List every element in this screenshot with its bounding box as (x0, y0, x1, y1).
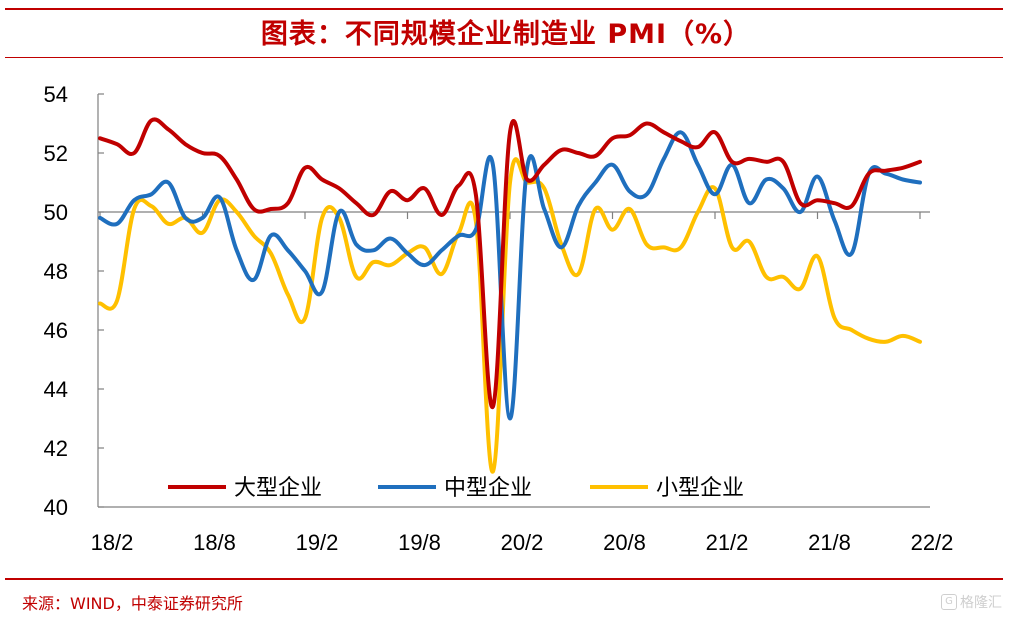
legend: 大型企业 中型企业 小型企业 (168, 476, 744, 501)
x-tick-label: 20/2 (501, 530, 544, 555)
pmi-line-chart: 40 42 44 46 48 50 52 54 18/2 18/8 19/2 19/8 20/2 20/… (44, 82, 954, 555)
series-line-large (98, 117, 922, 409)
watermark-text: 格隆汇 (960, 595, 1002, 611)
x-tick-label: 18/8 (193, 530, 236, 555)
y-tick-label: 40 (44, 495, 68, 520)
x-tick-label: 20/8 (603, 530, 646, 555)
y-tick-label: 50 (44, 200, 68, 225)
x-tick-label: 21/2 (706, 530, 749, 555)
watermark: G 格隆汇 (941, 592, 1002, 612)
chart-title: 图表：不同规模企业制造业 PMI（%） (260, 18, 752, 50)
source-note: 来源：WIND，中泰证券研究所 (22, 594, 243, 613)
title-bottom-rule (5, 57, 1003, 58)
x-tick-label: 22/2 (911, 530, 954, 555)
title-bar: 图表：不同规模企业制造业 PMI（%） (0, 6, 1012, 56)
x-tick-label: 19/2 (296, 530, 339, 555)
series-line-medium (98, 130, 922, 421)
watermark-logo-icon: G (941, 594, 957, 610)
series-layer (98, 117, 922, 474)
y-tick-label: 48 (44, 259, 68, 284)
legend-label-medium: 中型企业 (444, 476, 532, 501)
series-line-small (98, 157, 922, 474)
y-axis: 40 42 44 46 48 50 52 54 (44, 82, 104, 520)
x-tick-label: 21/8 (808, 530, 851, 555)
y-tick-label: 54 (44, 82, 68, 107)
title-top-rule (5, 8, 1003, 10)
legend-label-small: 小型企业 (656, 476, 744, 501)
x-tick-label: 19/8 (398, 530, 441, 555)
legend-label-large: 大型企业 (234, 476, 322, 501)
y-tick-label: 46 (44, 318, 68, 343)
y-tick-label: 42 (44, 436, 68, 461)
y-tick-label: 52 (44, 141, 68, 166)
source-top-rule (5, 578, 1003, 580)
x-tick-label: 18/2 (91, 530, 134, 555)
y-tick-label: 44 (44, 377, 68, 402)
